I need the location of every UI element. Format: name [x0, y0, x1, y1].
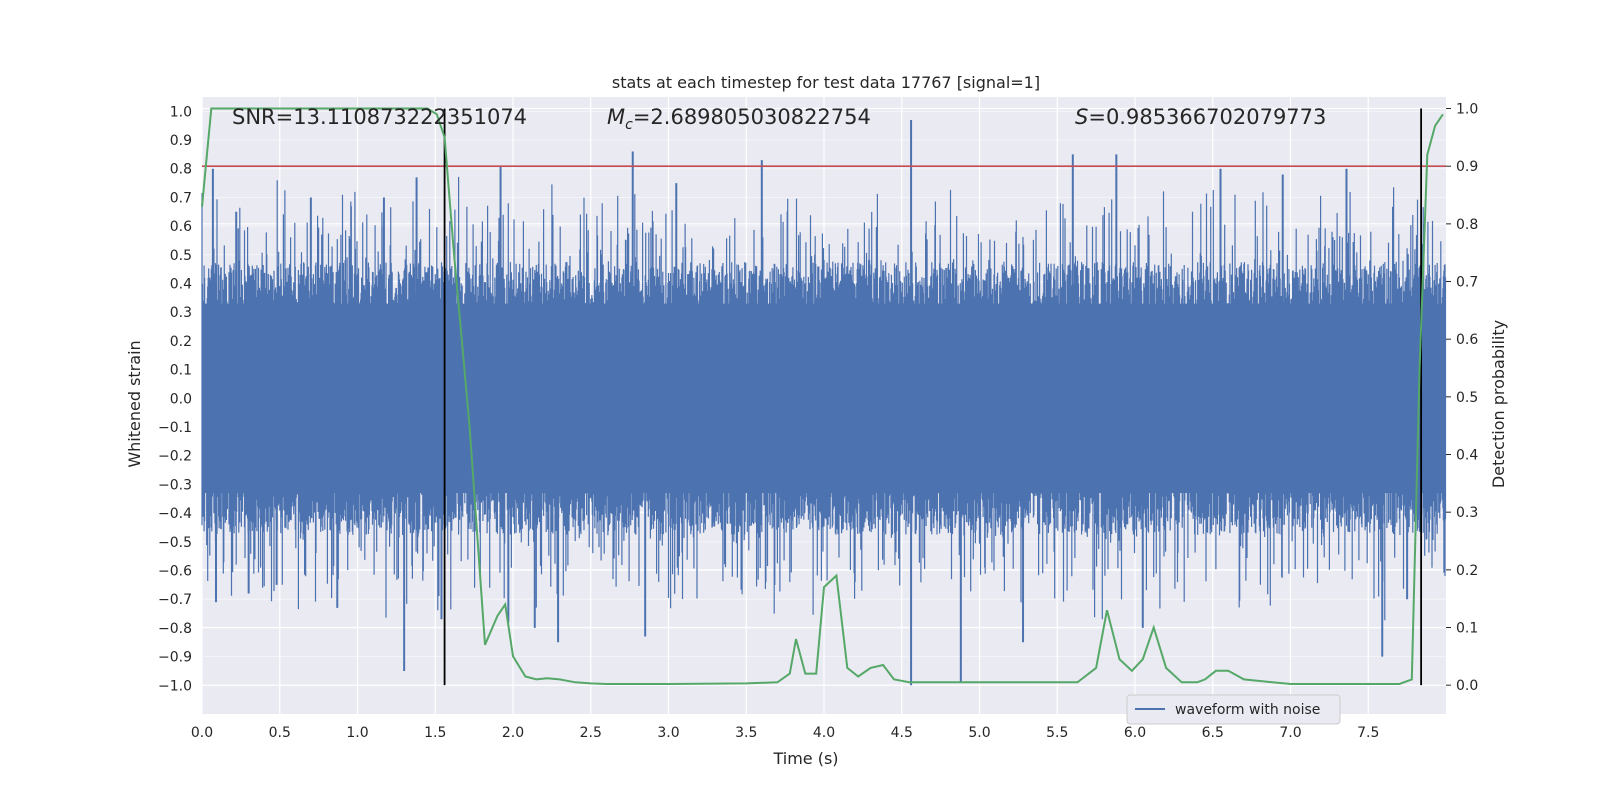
- y-tick-label: 0.4: [170, 277, 192, 293]
- y-tick-label: 0.2: [170, 334, 192, 350]
- x-tick-label: 5.0: [968, 725, 990, 741]
- y-tick-label: 0.7: [170, 190, 192, 206]
- mc-value: =2.689805030822754: [633, 105, 871, 129]
- x-tick-label: 4.0: [813, 725, 835, 741]
- chirp-mass-annotation: Mc=2.689805030822754: [607, 105, 871, 133]
- y-tick-label: 0.8: [170, 162, 192, 178]
- x-tick-label: 7.0: [1279, 725, 1301, 741]
- x-tick-label: 0.5: [269, 725, 291, 741]
- y-tick-label: −0.7: [158, 592, 192, 608]
- x-tick-label: 0.0: [191, 725, 213, 741]
- mc-subscript: c: [625, 117, 633, 133]
- y-tick-label: 0.6: [170, 219, 192, 235]
- x-tick-label: 3.5: [735, 725, 757, 741]
- x-tick-label: 6.5: [1202, 725, 1224, 741]
- waveform-core: [202, 303, 1446, 494]
- x-tick-label: 2.5: [580, 725, 602, 741]
- y-axis-label: Whitened strain: [125, 340, 144, 467]
- x-axis-label: Time (s): [772, 749, 838, 768]
- y2-tick-label: 0.1: [1456, 621, 1478, 637]
- y2-tick-label: 0.0: [1456, 678, 1478, 694]
- probability-line: [201, 107, 1444, 685]
- y-tick-label: −0.4: [158, 506, 192, 522]
- y-tick-label: 0.9: [170, 133, 192, 149]
- y-tick-label: 1.0: [170, 104, 192, 120]
- y2-tick-label: 0.5: [1456, 390, 1478, 406]
- snr-annotation: SNR=13.110873222351074: [232, 105, 527, 129]
- y-ticks: 1.0 0.9 0.8 0.7 0.6 0.5 0.4 0.3 0.2 0.1 0.0 −0.1 −0.…: [158, 104, 192, 694]
- y-tick-label: 0.0: [170, 391, 192, 407]
- y-tick-label: −0.6: [158, 564, 192, 580]
- x-tick-label: 4.5: [891, 725, 913, 741]
- y-tick-label: 0.1: [170, 363, 192, 379]
- x-tick-label: 5.5: [1046, 725, 1068, 741]
- y2-tick-label: 0.7: [1456, 275, 1478, 291]
- mc-symbol: M: [607, 105, 625, 129]
- y2-tick-label: 0.6: [1456, 332, 1478, 348]
- y-tick-label: −0.3: [158, 477, 192, 493]
- s-value: =0.985366702079773: [1088, 105, 1326, 129]
- score-annotation: S=0.985366702079773: [1075, 105, 1326, 129]
- y-tick-label: −0.2: [158, 449, 192, 465]
- legend-box: [1126, 694, 1341, 725]
- y-tick-label: −0.9: [158, 650, 192, 666]
- y2-tick-label: 0.4: [1456, 448, 1478, 464]
- y2-axis-label: Detection probability: [1489, 320, 1508, 488]
- y-tick-label: −0.5: [158, 535, 192, 551]
- y-tick-label: −1.0: [158, 678, 192, 694]
- y2-tick-label: 0.8: [1456, 217, 1478, 233]
- x-tick-label: 1.5: [424, 725, 446, 741]
- x-tick-label: 6.0: [1124, 725, 1146, 741]
- y2-ticks: 1.0 0.9 0.8 0.7 0.6 0.5 0.4 0.3 0.2 0.1 0.0: [1446, 102, 1478, 694]
- s-symbol: S: [1075, 105, 1088, 129]
- y-tick-label: −0.8: [158, 621, 192, 637]
- y-tick-label: 0.3: [170, 305, 192, 321]
- waveform-series: [201, 119, 1447, 686]
- x-tick-label: 7.5: [1357, 725, 1379, 741]
- y-tick-label: −0.1: [158, 420, 192, 436]
- x-tick-label: 2.0: [502, 725, 524, 741]
- y2-tick-label: 0.9: [1456, 159, 1478, 175]
- y-tick-label: 0.5: [170, 248, 192, 264]
- y2-tick-label: 0.2: [1456, 563, 1478, 579]
- legend: waveform with noise: [1126, 694, 1341, 725]
- y2-tick-label: 0.3: [1456, 505, 1478, 521]
- legend-label-waveform: waveform with noise: [1175, 702, 1320, 718]
- chart-title: stats at each timestep for test data 177…: [612, 73, 1040, 92]
- x-tick-label: 1.0: [346, 725, 368, 741]
- x-tick-label: 3.0: [657, 725, 679, 741]
- x-ticks: 0.0 0.5 1.0 1.5 2.0 2.5 3.0 3.5 4.0 4.5 5.0 5.5 6.0 6…: [191, 725, 1380, 741]
- probability-series: [201, 107, 1444, 685]
- y2-tick-label: 1.0: [1456, 102, 1478, 118]
- reference-lines: [202, 108, 1446, 686]
